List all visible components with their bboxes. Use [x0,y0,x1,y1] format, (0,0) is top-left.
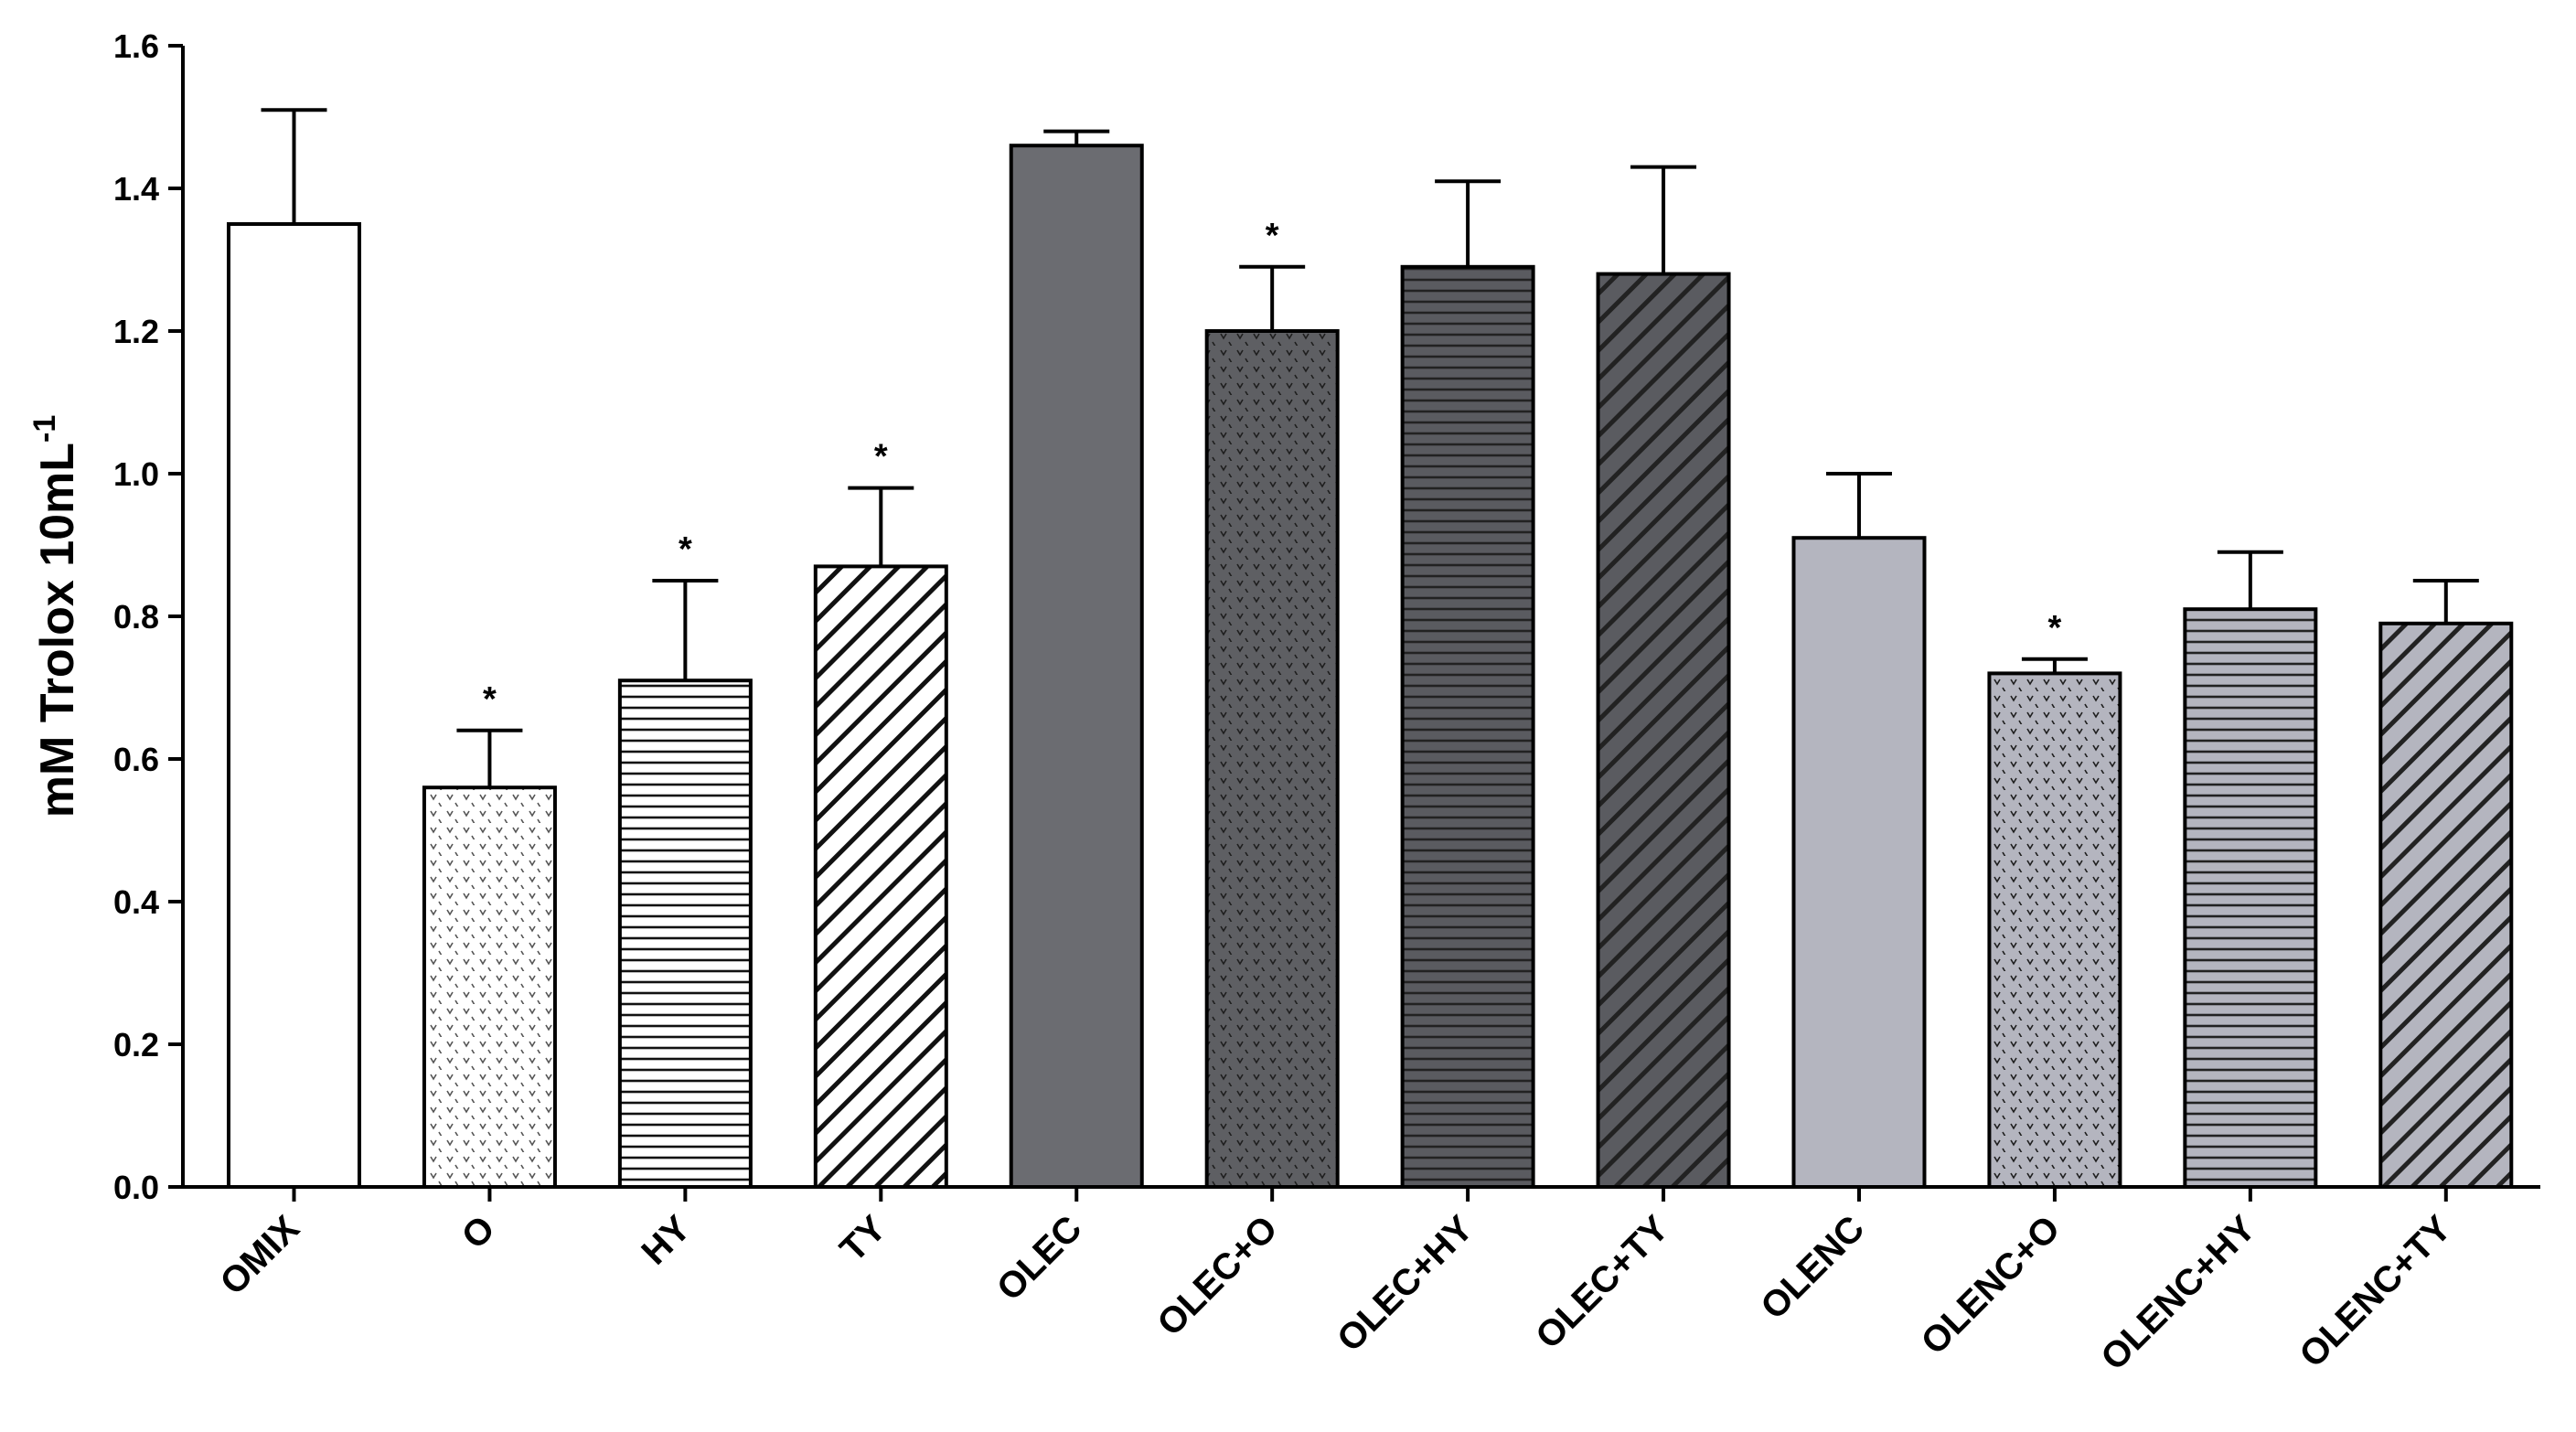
y-tick-label: 0.4 [113,883,159,921]
y-ticks: 0.0 0.2 0.4 0.6 0.8 1.0 1.2 1.4 1.6 [113,27,183,1206]
y-tick-label: 1.2 [113,313,159,350]
y-tick-label: 1.0 [113,455,159,493]
x-tick-label: OLENC+HY [2093,1208,2263,1378]
significance-marker: * [679,530,692,569]
y-axis-label-main: mM Trolox 10mL [31,443,84,818]
bar-olec-plus-hy [1400,264,1535,1189]
y-tick-label: 0.8 [113,598,159,636]
y-tick-label: 0.0 [113,1169,159,1206]
significance-marker: * [483,680,497,719]
x-tick-label: OLEC+O [1149,1208,1285,1343]
error-bars-layer [261,108,2479,788]
x-tick-label: HY [634,1208,699,1273]
x-tick-label: TY [832,1208,893,1269]
bar-olenc-plus-ty [2378,621,2514,1189]
significance-layer: * * * * * [483,217,2061,719]
x-tick-label: OLENC [1753,1208,1872,1327]
y-tick-label: 0.6 [113,741,159,778]
bar-omix [227,222,361,1189]
bar-olec [1009,144,1144,1190]
y-tick-label: 1.6 [113,27,159,65]
bar-ty [813,564,948,1189]
x-tick-label: OMIX [212,1208,307,1303]
y-axis-label-superscript: -1 [27,415,62,443]
x-tick-label: OLEC+HY [1330,1208,1481,1360]
bar-olec-plus-ty [1596,272,1731,1190]
x-ticks: OMIX O HY TY OLEC OLEC+O OLEC+HY OLEC+TY OLENC OL… [212,1187,2459,1378]
significance-marker: * [1266,217,1279,255]
y-axis-label: mM Trolox 10mL-1 [27,415,84,818]
bar-olenc-plus-o [1987,671,2122,1189]
x-tick-label: OLENC+TY [2292,1208,2459,1375]
bar-o [422,785,557,1189]
bar-olenc-plus-hy [2183,607,2318,1189]
bar-olenc [1791,536,1927,1189]
bar-olec-plus-o [1204,329,1340,1189]
x-tick-label: OLENC+O [1914,1208,2068,1363]
y-tick-label: 0.2 [113,1026,159,1063]
x-tick-label: OLEC [989,1208,1090,1309]
y-tick-label: 1.4 [113,170,159,208]
bar-hy [617,679,753,1189]
x-tick-label: O [454,1208,503,1256]
x-tick-label: OLEC+TY [1528,1208,1677,1357]
significance-marker: * [2048,609,2062,647]
significance-marker: * [874,438,888,476]
bars-layer [227,144,2514,1190]
